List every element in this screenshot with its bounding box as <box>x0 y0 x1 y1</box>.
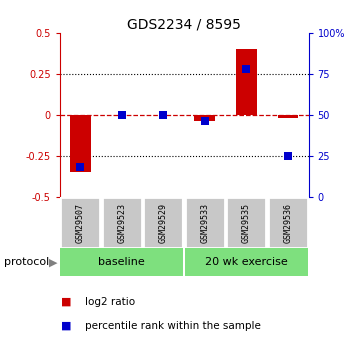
Bar <box>102 197 142 248</box>
Text: log2 ratio: log2 ratio <box>85 297 135 307</box>
Text: GSM29507: GSM29507 <box>76 203 85 243</box>
Text: GSM29536: GSM29536 <box>283 203 292 243</box>
Text: 20 wk exercise: 20 wk exercise <box>205 257 288 267</box>
Bar <box>60 248 183 276</box>
Text: percentile rank within the sample: percentile rank within the sample <box>85 321 261 331</box>
Bar <box>70 115 91 172</box>
Text: baseline: baseline <box>99 257 145 267</box>
Point <box>202 118 208 124</box>
Bar <box>226 197 266 248</box>
Bar <box>143 197 183 248</box>
Point <box>77 165 83 170</box>
Text: GSM29523: GSM29523 <box>117 203 126 243</box>
Point <box>285 153 291 158</box>
Text: ▶: ▶ <box>49 257 57 267</box>
Text: protocol: protocol <box>4 257 49 267</box>
Text: GSM29535: GSM29535 <box>242 203 251 243</box>
Bar <box>185 248 308 276</box>
Bar <box>60 197 100 248</box>
Point <box>119 112 125 117</box>
Bar <box>268 197 308 248</box>
Text: ■: ■ <box>61 297 72 307</box>
Point <box>160 112 166 117</box>
Point <box>243 66 249 71</box>
Bar <box>278 115 298 118</box>
Text: GSM29529: GSM29529 <box>159 203 168 243</box>
Text: ■: ■ <box>61 321 72 331</box>
Bar <box>185 197 225 248</box>
Title: GDS2234 / 8595: GDS2234 / 8595 <box>127 18 241 32</box>
Text: GSM29533: GSM29533 <box>200 203 209 243</box>
Bar <box>195 115 215 121</box>
Bar <box>236 49 257 115</box>
